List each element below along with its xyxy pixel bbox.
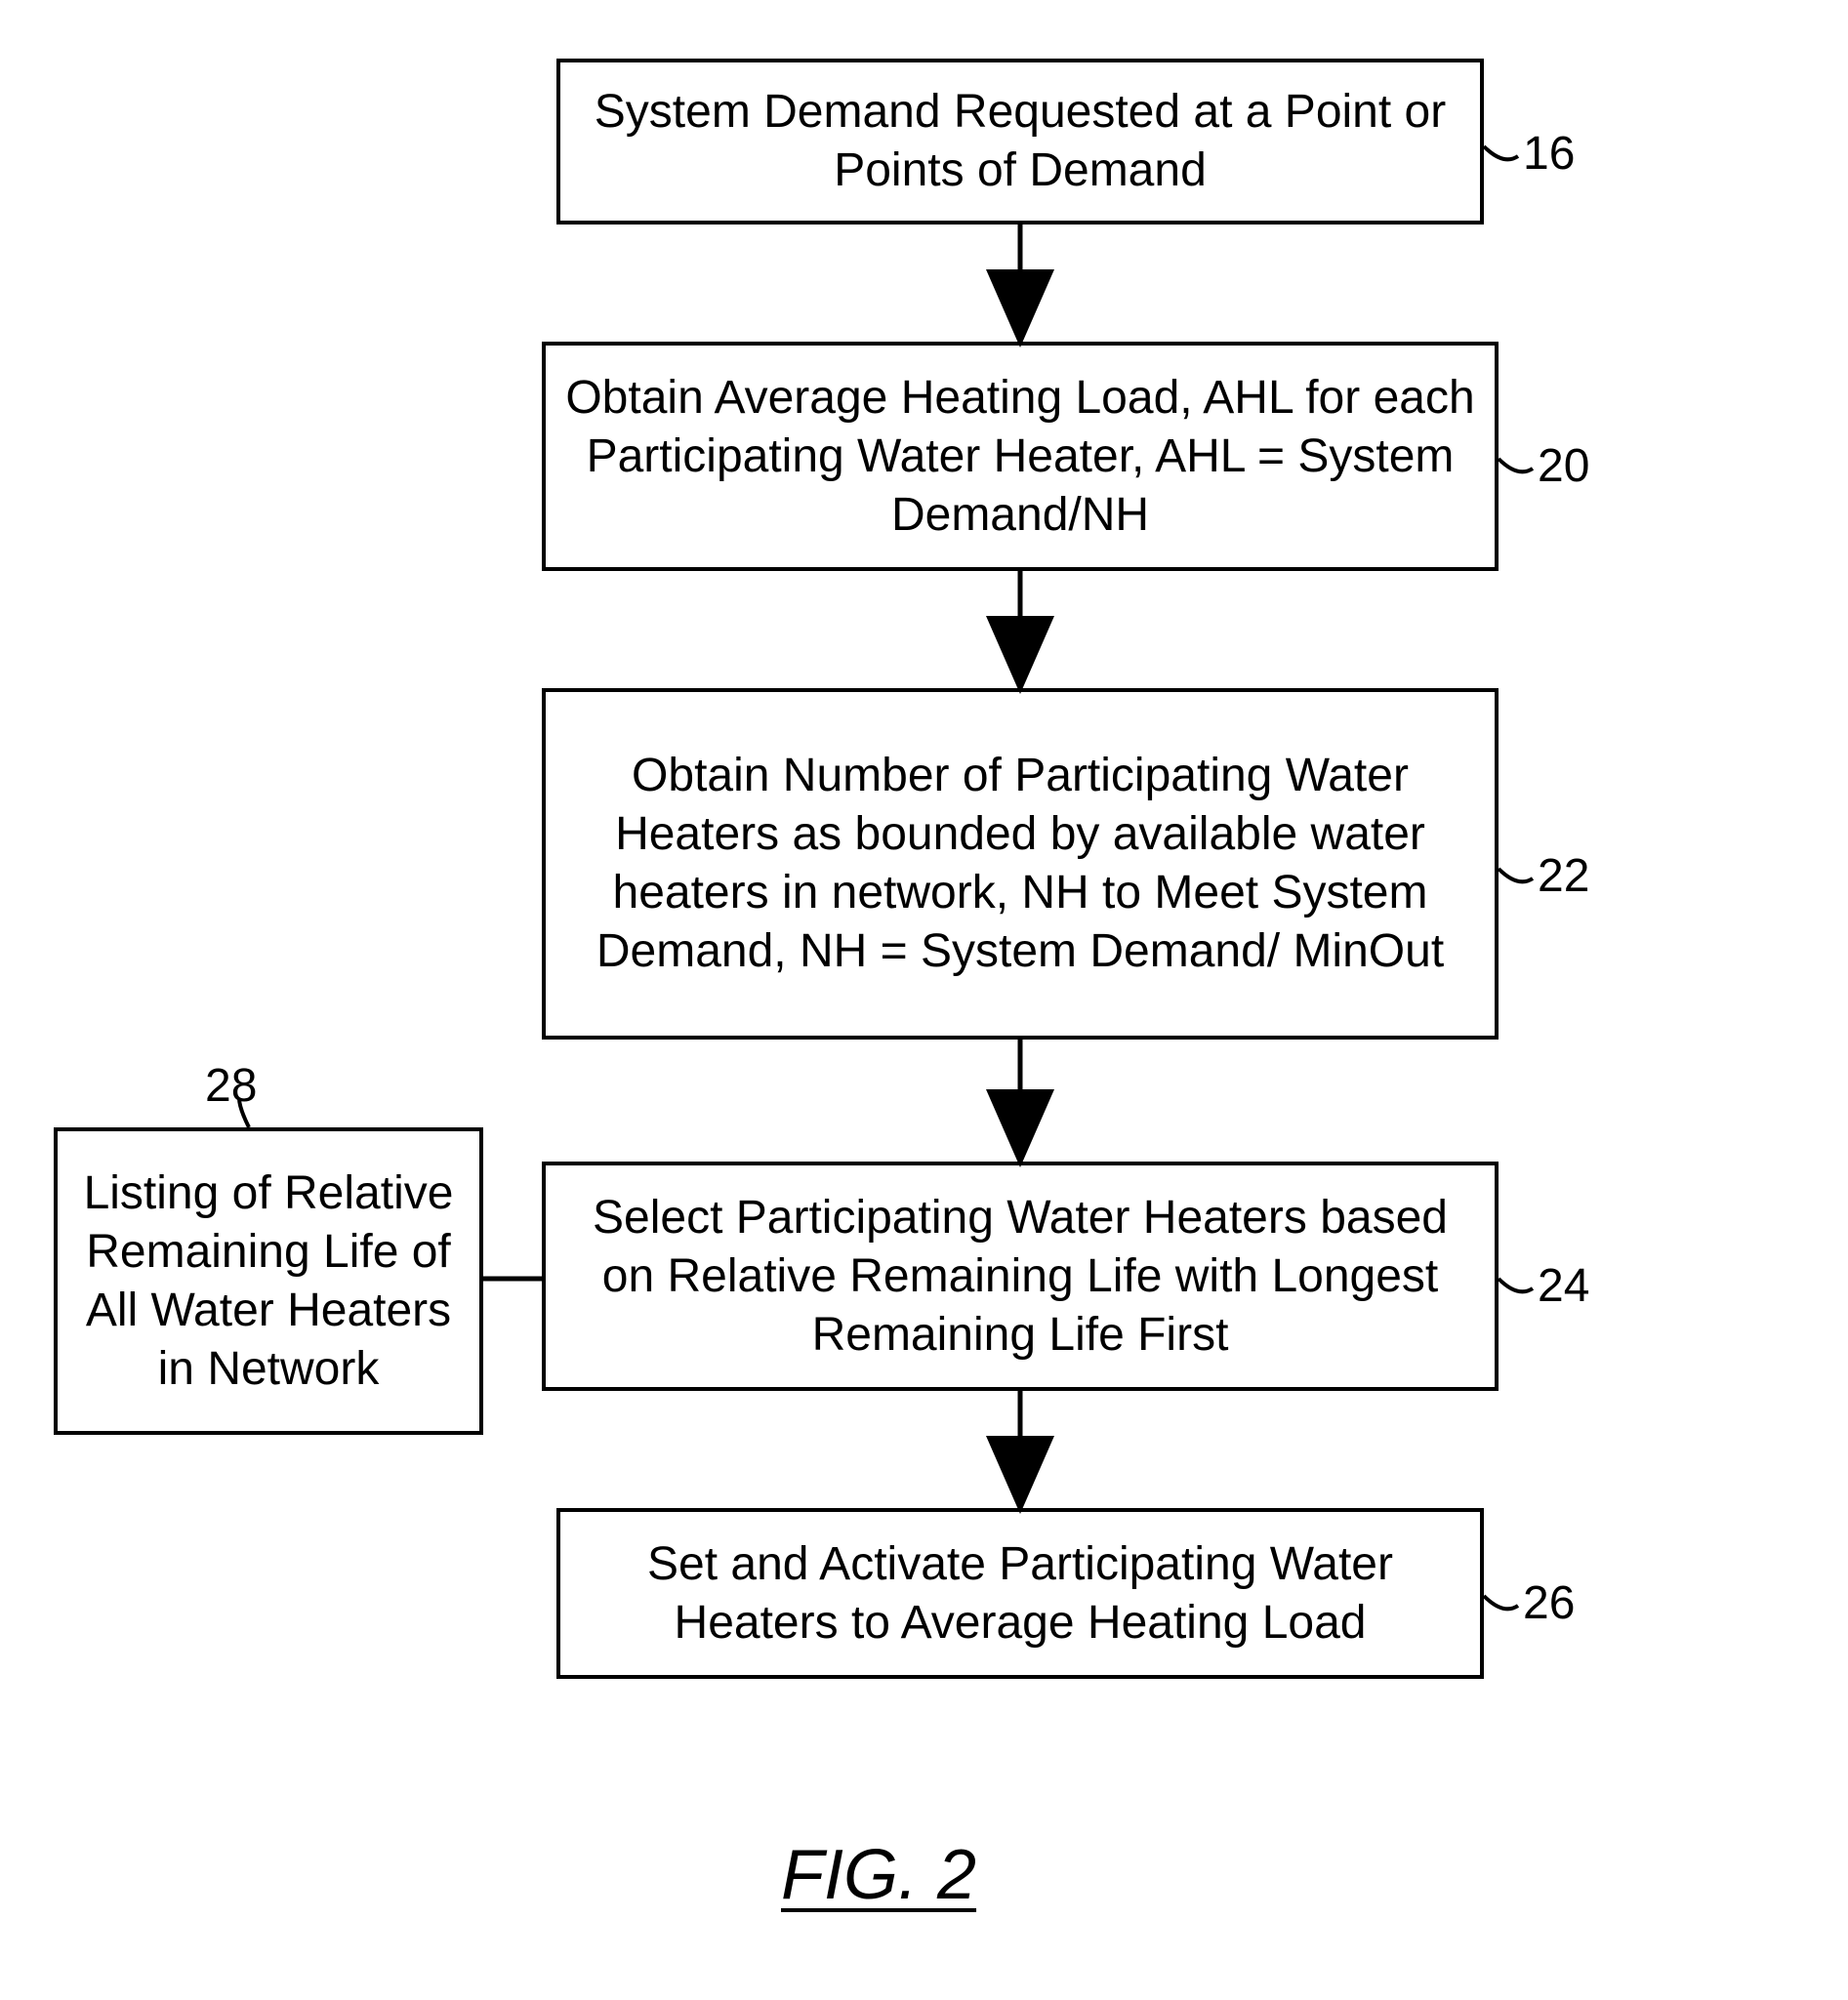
- ref-16: 16: [1523, 127, 1575, 181]
- node-16-text: System Demand Requested at a Point or Po…: [580, 83, 1460, 200]
- ref-20: 20: [1538, 439, 1589, 493]
- refcon-24: [1499, 1279, 1533, 1291]
- ref-24: 24: [1538, 1259, 1589, 1313]
- refcon-16: [1484, 146, 1518, 159]
- refcon-22: [1499, 869, 1533, 881]
- node-26: Set and Activate Participating Water Hea…: [556, 1508, 1484, 1679]
- node-26-text: Set and Activate Participating Water Hea…: [580, 1535, 1460, 1653]
- flowchart-canvas: System Demand Requested at a Point or Po…: [0, 0, 1848, 2000]
- ref-22: 22: [1538, 849, 1589, 903]
- ref-28: 28: [205, 1059, 257, 1113]
- node-20-text: Obtain Average Heating Load, AHL for eac…: [565, 369, 1475, 545]
- node-24-text: Select Participating Water Heaters based…: [565, 1189, 1475, 1365]
- figure-label: FIG. 2: [781, 1835, 976, 1915]
- ref-26: 26: [1523, 1576, 1575, 1630]
- node-28: Listing of Relative Remaining Life of Al…: [54, 1127, 483, 1435]
- node-22: Obtain Number of Participating Water Hea…: [542, 688, 1499, 1040]
- node-16: System Demand Requested at a Point or Po…: [556, 59, 1484, 224]
- node-24: Select Participating Water Heaters based…: [542, 1162, 1499, 1391]
- refcon-20: [1499, 459, 1533, 471]
- node-20: Obtain Average Heating Load, AHL for eac…: [542, 342, 1499, 571]
- node-22-text: Obtain Number of Participating Water Hea…: [565, 747, 1475, 981]
- refcon-26: [1484, 1596, 1518, 1609]
- node-28-text: Listing of Relative Remaining Life of Al…: [77, 1164, 460, 1399]
